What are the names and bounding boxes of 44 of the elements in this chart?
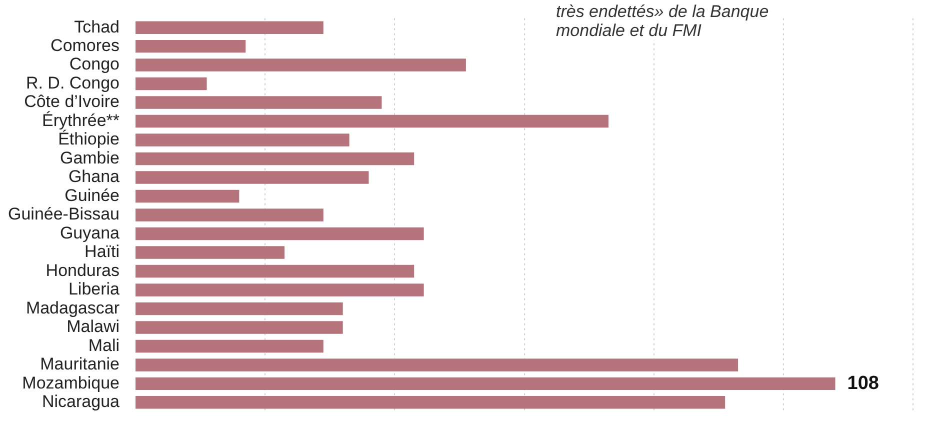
y-tick-label: Madagascar [26, 298, 120, 318]
y-tick-label: Guinée-Bissau [8, 204, 120, 224]
data-label: 108 [847, 372, 879, 394]
y-tick-label: Gambie [60, 148, 120, 168]
y-tick-label: Haïti [84, 242, 120, 262]
y-tick-label: Ghana [68, 167, 120, 186]
y-tick-label: Éthiopie [58, 130, 120, 149]
bar [136, 21, 324, 34]
bar [136, 171, 369, 184]
bar [136, 134, 350, 146]
bar [136, 190, 240, 203]
bar [136, 77, 207, 90]
bar [136, 284, 424, 296]
y-tick-label: Guinée [64, 186, 120, 205]
bar [136, 114, 608, 128]
bar [136, 302, 343, 316]
y-tick-label: Congo [69, 54, 120, 74]
annotation: très endettés» de la Banque mondiale et du FMI [556, 2, 769, 40]
bar [136, 377, 836, 390]
bar [136, 264, 414, 278]
y-tick-label: Malawi [66, 317, 120, 336]
y-tick-label: Liberia [68, 280, 120, 299]
bar [136, 152, 414, 166]
y-tick-label: Érythrée** [42, 110, 120, 130]
bar [136, 40, 246, 53]
y-tick-label: Mozambique [22, 373, 120, 392]
y-tick-label: Nicaragua [42, 392, 120, 412]
bar [136, 208, 324, 222]
bar [136, 246, 285, 259]
y-tick-label: Honduras [46, 260, 120, 280]
bar [136, 227, 424, 240]
bar [136, 396, 726, 409]
y-tick-label: R. D. Congo [26, 73, 120, 92]
y-tick-label: Mali [88, 336, 120, 355]
y-tick-label: Guyana [60, 223, 120, 242]
bar [136, 58, 466, 72]
y-tick-label: Côte d’Ivoire [24, 92, 120, 112]
y-tick-label: Comores [50, 36, 120, 55]
y-tick-label: Mauritanie [40, 354, 120, 374]
y-tick-label: Tchad [74, 17, 120, 36]
bar [136, 340, 324, 353]
bar [136, 321, 343, 334]
bar [136, 358, 738, 372]
bar [136, 96, 382, 109]
